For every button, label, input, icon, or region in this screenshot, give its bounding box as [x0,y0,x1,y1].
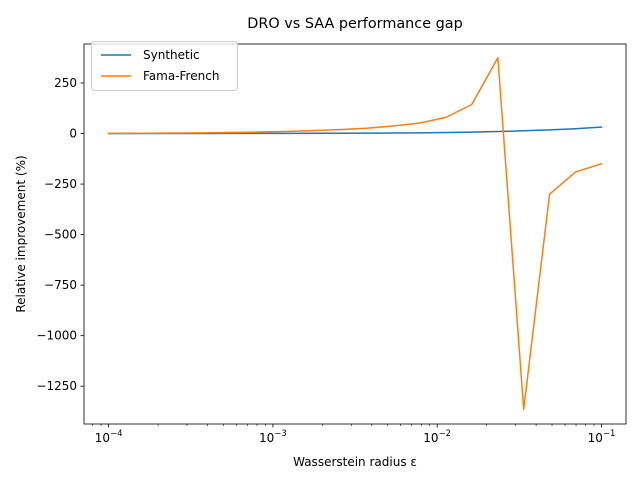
y-tick-label: −250 [44,177,77,191]
y-tick-label: −750 [44,278,77,292]
y-axis-ticks: 250 0 −250 −500 −750 −1000 −1250 [36,76,84,393]
series-line-fama-french [107,56,603,411]
x-tick-label: 10−2 [423,429,451,445]
y-tick-label: 0 [69,127,77,141]
axes-frame [83,43,627,425]
legend: Synthetic Fama-French [91,41,238,91]
series-layer [107,56,603,411]
y-tick-label: 250 [54,76,77,90]
y-tick-label: −1000 [36,329,77,343]
x-tick-label: 10−1 [588,429,616,445]
x-axis-label: Wasserstein radius ε [293,455,417,469]
y-tick-label: −1250 [36,379,77,393]
x-tick-label: 10−4 [95,429,123,445]
x-tick-label: 10−3 [259,429,287,445]
legend-label-fama-french: Fama-French [143,69,219,83]
y-axis-label: Relative improvement (%) [14,155,28,312]
legend-label-synthetic: Synthetic [143,48,200,62]
chart-title: DRO vs SAA performance gap [247,16,462,32]
x-axis-ticks: 10−4 10−3 10−2 10−1 [92,424,616,445]
y-tick-label: −500 [44,228,77,242]
legend-box [91,41,238,91]
